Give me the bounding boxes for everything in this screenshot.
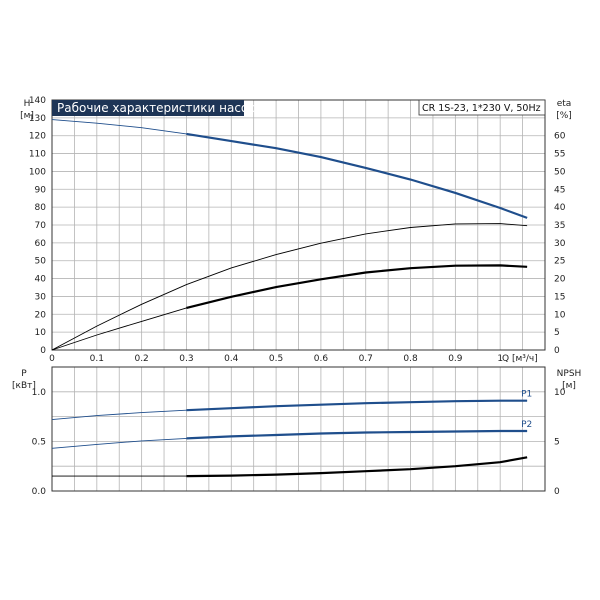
eta-axis-label: eta [557, 99, 572, 109]
q-tick-label: 0.4 [224, 354, 239, 364]
npsh-axis-label: NPSH [557, 369, 582, 379]
q-tick-label: 0.2 [134, 354, 148, 364]
h-tick-label: 70 [35, 221, 47, 231]
h-tick-label: 140 [29, 96, 46, 106]
h-tick-label: 20 [35, 310, 47, 320]
p-axis-unit: [кВт] [12, 381, 36, 391]
chart-title: Рабочие характеристики насоса [57, 101, 262, 115]
top-curve-H-working-range [186, 132, 528, 219]
eta-tick-label: 40 [554, 203, 566, 213]
q-tick-label: 0.3 [179, 354, 193, 364]
q-tick-label: 0.5 [269, 354, 283, 364]
eta-tick-label: 45 [554, 185, 565, 195]
series-label-P2: P2 [521, 420, 532, 430]
q-tick-label: 0.1 [90, 354, 104, 364]
q-tick-label: 0.7 [359, 354, 373, 364]
bottom-curve-P2-working-range [186, 429, 528, 440]
h-axis-unit: [м] [20, 111, 34, 121]
bottom-curve-NPSH-working-range [186, 456, 528, 478]
h-tick-label: 50 [35, 257, 47, 267]
eta-tick-label: 15 [554, 292, 565, 302]
npsh-tick-label: 10 [554, 388, 566, 398]
h-tick-label: 60 [35, 239, 47, 249]
eta-tick-label: 55 [554, 150, 565, 160]
h-tick-label: 0 [40, 346, 46, 356]
q-tick-label: 0.9 [448, 354, 463, 364]
p-tick-label: 0.5 [32, 437, 46, 447]
eta-tick-label: 0 [554, 346, 560, 356]
h-tick-label: 110 [29, 150, 46, 160]
p-axis-label: P [21, 369, 27, 379]
top-curve-H [51, 119, 528, 219]
eta-tick-label: 35 [554, 221, 565, 231]
h-tick-label: 90 [35, 185, 47, 195]
p-tick-label: 0.0 [32, 487, 47, 497]
eta-tick-label: 5 [554, 328, 560, 338]
eta-tick-label: 60 [554, 132, 566, 142]
p-tick-label: 1.0 [32, 388, 47, 398]
h-tick-label: 30 [35, 292, 47, 302]
h-tick-label: 10 [35, 328, 47, 338]
q-axis-label: Q [м³/ч] [502, 354, 538, 364]
h-tick-label: 80 [35, 203, 47, 213]
q-tick-label: 0.6 [314, 354, 329, 364]
top-curve-eta_total [51, 223, 528, 351]
eta-tick-label: 50 [554, 167, 566, 177]
h-tick-label: 40 [35, 275, 47, 285]
h-tick-label: 130 [29, 114, 46, 124]
h-tick-label: 100 [29, 167, 46, 177]
h-axis-label: H [24, 99, 31, 109]
top-plot-frame [51, 99, 546, 351]
bottom-curve-P1-working-range [186, 399, 528, 412]
eta-tick-label: 10 [554, 310, 566, 320]
bottom-plot-frame [51, 366, 546, 492]
eta-tick-label: 30 [554, 239, 566, 249]
h-tick-label: 120 [29, 132, 46, 142]
top-curve-eta_pump-working-range [186, 264, 528, 309]
top-curve-eta_pump [51, 264, 528, 351]
q-tick-label: 0.8 [403, 354, 418, 364]
q-tick-label: 1 [497, 354, 503, 364]
q-tick-label: 0 [49, 354, 55, 364]
eta-axis-unit: [%] [556, 111, 572, 121]
npsh-axis-unit: [м] [562, 381, 576, 391]
npsh-tick-label: 0 [554, 487, 560, 497]
npsh-tick-label: 5 [554, 437, 560, 447]
model-info-text: CR 1S-23, 1*230 V, 50Hz [422, 103, 541, 114]
eta-tick-label: 20 [554, 275, 566, 285]
model-info-box [418, 99, 546, 116]
chart-title-box [52, 100, 244, 116]
series-label-P1: P1 [521, 390, 532, 400]
eta-tick-label: 25 [554, 257, 565, 267]
